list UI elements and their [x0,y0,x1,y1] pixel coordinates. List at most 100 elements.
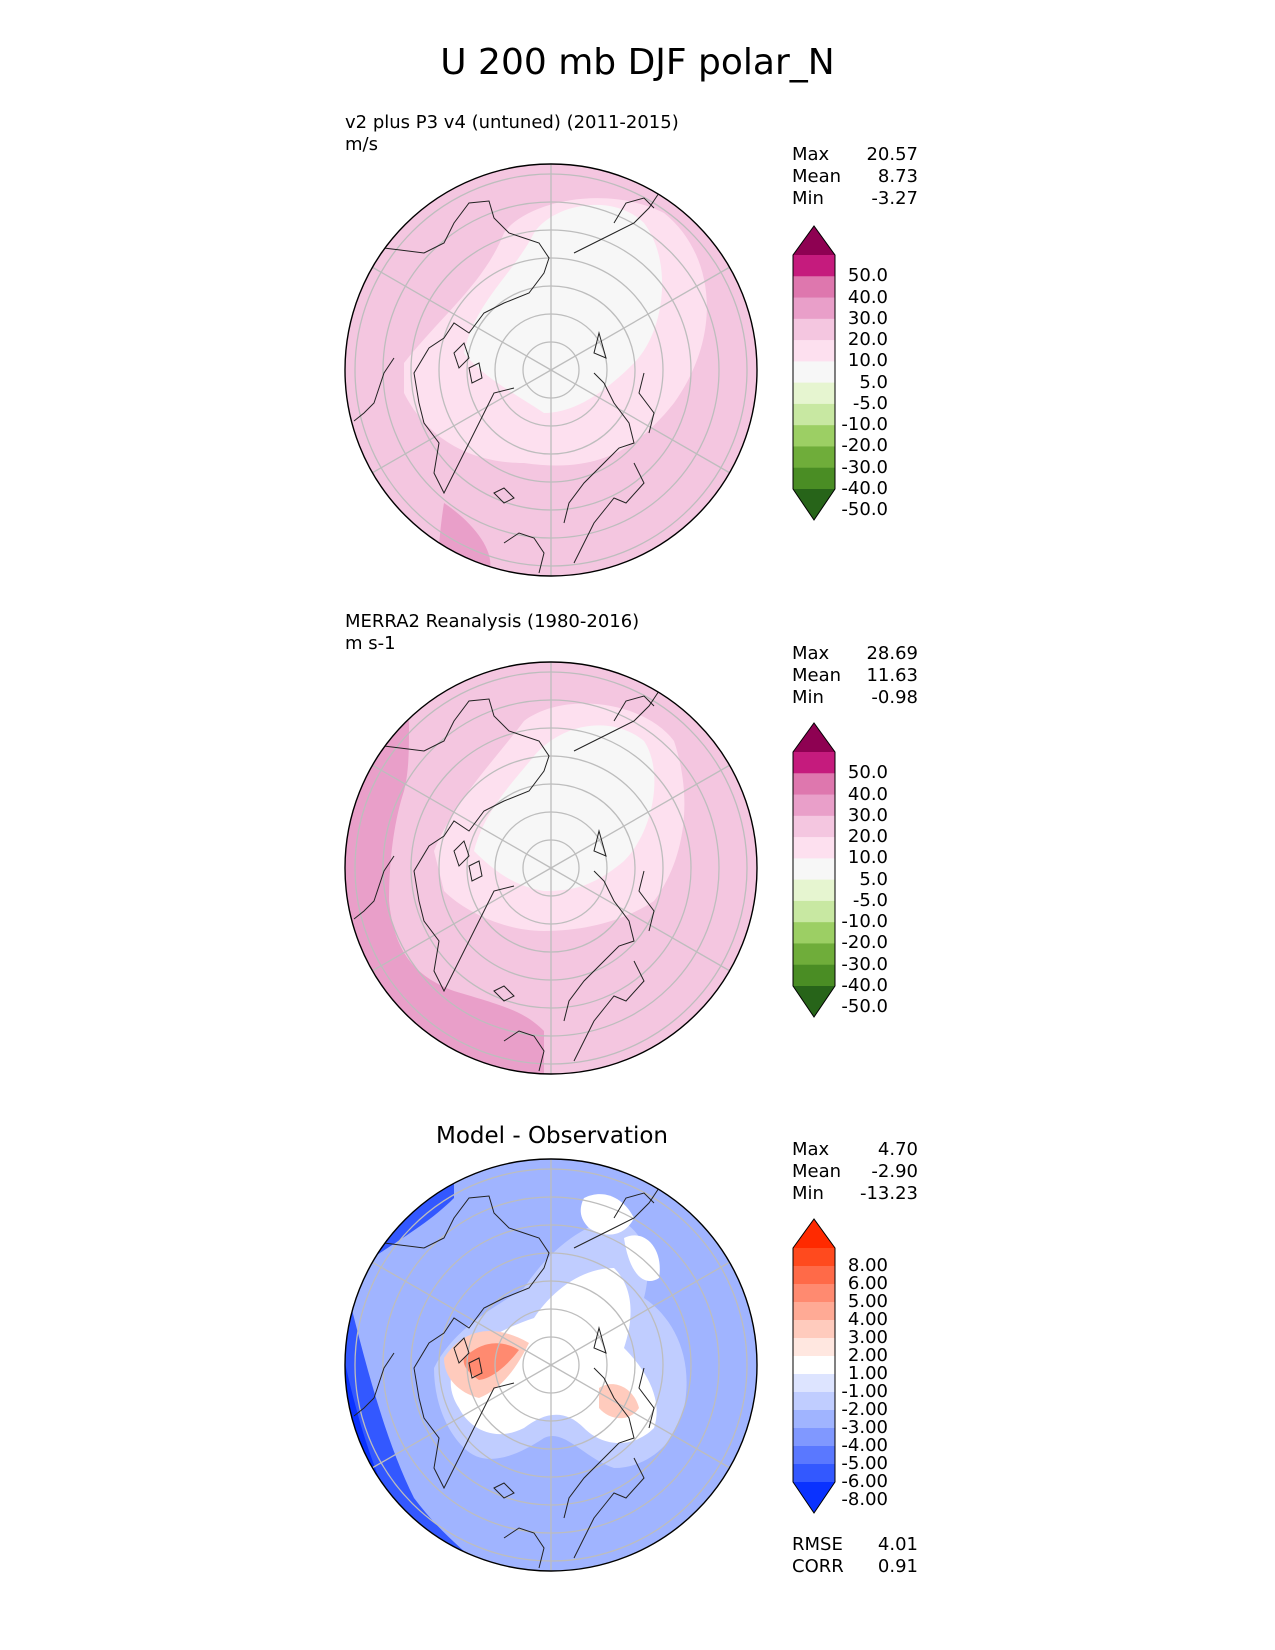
colorbar-outline [792,225,836,521]
graticule [354,1159,748,1571]
panel2-stat-value: 28.69 [866,643,918,664]
colorbar-segment [793,318,835,341]
colorbar-segment [793,922,835,944]
panel3-stat-value: -13.23 [859,1183,918,1204]
panel2-stat-label: Max [792,643,830,664]
colorbar-tick-label: -20.0 [841,435,888,457]
colorbar-extension-top [793,723,835,752]
panel2-colorbar [792,722,836,1018]
colorbar-tick-label: 2.00 [847,1345,888,1366]
colorbar-segment [793,276,835,299]
coastlines [353,1187,660,1569]
colorbar-tick-label: 5.0 [859,868,888,890]
panel1-stat-value: 8.73 [877,166,918,187]
panel1-stat-value: -3.27 [871,188,918,209]
colorbar-tick-label: -40.0 [841,975,888,996]
panel1-stat-label: Max [792,144,830,165]
colorbar-segment [793,1410,835,1429]
field-20-30 [345,721,544,1074]
colorbar-tick-label: 30.0 [847,307,888,329]
colorbar-tick-label: 8.00 [847,1255,888,1276]
colorbar-tick-label: 10.0 [847,350,888,372]
colorbar-segment [793,425,835,447]
colorbar-tick-label: 20.0 [847,826,888,848]
panel1-stat-label: Min [792,188,824,209]
colorbar-tick-label: -5.0 [852,392,888,414]
figure-title: U 200 mb DJF polar_N [440,42,835,83]
colorbar-extension-bottom [793,489,835,520]
colorbar-segment [793,446,835,469]
coastlines [353,690,660,1072]
colorbar-tick-label: -8.00 [841,1489,888,1510]
panel1-units: m/s [345,134,378,155]
panel1-title: v2 plus P3 v4 (untuned) (2011-2015) [345,112,679,133]
colorbar-tick-label: 1.00 [847,1363,888,1384]
colorbar-tick-label: -3.00 [841,1417,888,1438]
colorbar-segment [793,1446,835,1465]
colorbar-tick-label: 50.0 [847,265,888,287]
colorbar-segment [793,794,835,817]
colorbar-segment [793,1284,835,1303]
panel1-stat-label: Mean [792,166,842,187]
panel2-units: m s-1 [345,633,396,654]
colorbar-segment [793,361,835,384]
panel3-colorbar [792,1218,836,1514]
colorbar-tick-label: 5.00 [847,1291,888,1312]
map-boundary [344,163,758,577]
colorbar-tick-label: 30.0 [847,804,888,826]
colorbar-tick-label: -40.0 [841,478,888,499]
rmse-label: RMSE [792,1534,843,1555]
colorbar-tick-label: -30.0 [841,953,888,975]
colorbar-segment [793,1392,835,1411]
colorbar-outline [792,1218,836,1514]
panel3-title: Model - Observation [435,1123,669,1149]
colorbar-segment [793,943,835,966]
colorbar-segment [793,1248,835,1267]
colorbar-segment [793,752,835,774]
colorbar-tick-label: -30.0 [841,456,888,478]
coastlines [353,192,660,574]
panel1-stat-value: 20.57 [866,144,918,165]
colorbar-tick-label: 6.00 [847,1273,888,1294]
colorbar-tick-label: -10.0 [841,414,888,436]
colorbar-tick-label: 10.0 [847,847,888,869]
colorbar-outline [792,722,836,1018]
colorbar-segment [793,964,835,987]
colorbar-segment [793,1320,835,1339]
colorbar-segment [793,858,835,881]
colorbar-tick-label: 4.00 [847,1309,888,1330]
colorbar-tick-label: -2.00 [841,1399,888,1420]
colorbar-tick-label: 40.0 [847,286,888,308]
panel3-stat-value: -2.90 [871,1161,918,1182]
colorbar-extension-bottom [793,986,835,1017]
colorbar-segment [793,297,835,320]
corr-value: 0.91 [877,1556,918,1577]
colorbar-segment [793,879,835,902]
colorbar-segment [793,255,835,277]
colorbar-segment [793,1302,835,1321]
panel2-stat-label: Mean [792,665,842,686]
panel3-stat-label: Mean [792,1161,842,1182]
field-neg5-5 [464,204,663,413]
colorbar-tick-label: -5.00 [841,1453,888,1474]
colorbar-tick-label: -50.0 [841,499,888,521]
colorbar-segment [793,1266,835,1285]
colorbar-tick-label: -10.0 [841,911,888,933]
colorbar-tick-label: 20.0 [847,329,888,351]
colorbar-segment [793,1428,835,1447]
panel3-stat-label: Max [792,1139,830,1160]
colorbar-tick-label: -5.0 [852,889,888,911]
panel2-stat-value: -0.98 [871,687,918,708]
panel3-polar-map [344,1158,758,1572]
panel2-title: MERRA2 Reanalysis (1980-2016) [345,611,640,632]
colorbar-segment [793,403,835,426]
field-4-5 [463,1343,519,1380]
map-boundary [344,661,758,1075]
colorbar-segment [793,773,835,796]
map-boundary [344,1158,758,1572]
panel2-stat-label: Min [792,687,824,708]
panel1-polar-map [344,163,758,577]
colorbar-tick-label: 5.0 [859,371,888,393]
field-neg6-neg8 [345,1159,494,1571]
panel2-polar-map [344,661,758,1075]
